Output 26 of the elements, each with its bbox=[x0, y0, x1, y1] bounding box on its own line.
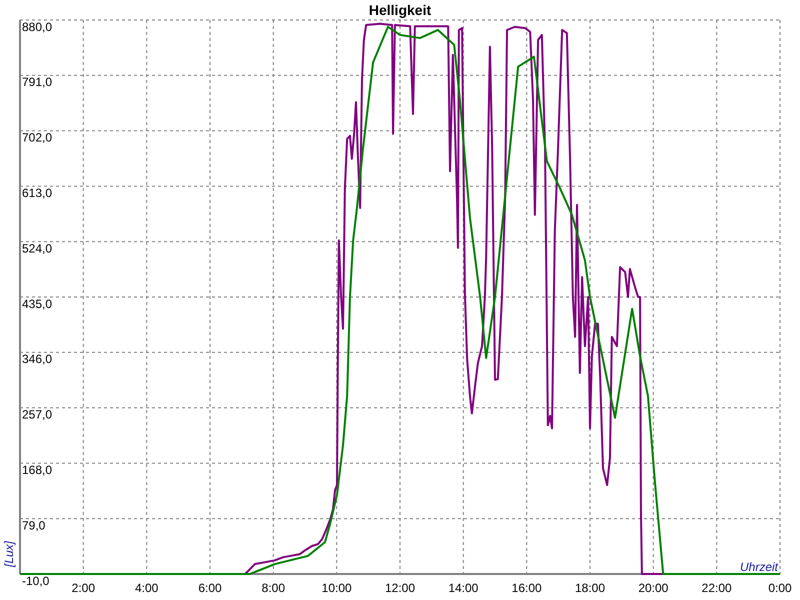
x-tick-label: 22:00 bbox=[702, 581, 732, 595]
x-tick-label: 8:00 bbox=[262, 581, 286, 595]
x-tick-label: 0:00 bbox=[768, 581, 792, 595]
x-tick-label: 4:00 bbox=[134, 581, 159, 595]
x-tick-label: 16:00 bbox=[512, 581, 542, 595]
x-tick-label: 2:00 bbox=[72, 581, 96, 595]
y-tick-label: 346,0 bbox=[22, 352, 52, 366]
chart-title: Helligkeit bbox=[368, 2, 432, 18]
x-axis-title: Uhrzeit bbox=[740, 560, 779, 574]
x-tick-label: 10:00 bbox=[322, 581, 352, 595]
y-tick-label: 524,0 bbox=[22, 241, 52, 256]
x-tick-label: 18:00 bbox=[574, 581, 606, 595]
y-tick-label: 702,0 bbox=[22, 130, 52, 145]
y-tick-label: 880,0 bbox=[22, 20, 52, 34]
y-tick-label: 257,0 bbox=[22, 408, 52, 422]
x-tick-label: 20:00 bbox=[638, 581, 669, 595]
x-tick-label: 14:00 bbox=[448, 581, 479, 595]
y-tick-label: 435,0 bbox=[22, 296, 52, 311]
y-axis-title: [Lux] bbox=[2, 540, 16, 568]
x-tick-label: 12:00 bbox=[384, 581, 416, 595]
y-tick-label: 613,0 bbox=[22, 186, 52, 200]
y-tick-label: 79,0 bbox=[22, 518, 46, 532]
y-tick-label: 791,0 bbox=[22, 75, 52, 90]
x-tick-label: 6:00 bbox=[198, 581, 222, 595]
y-tick-label: -10,0 bbox=[22, 574, 50, 588]
y-tick-label: 168,0 bbox=[22, 462, 52, 477]
